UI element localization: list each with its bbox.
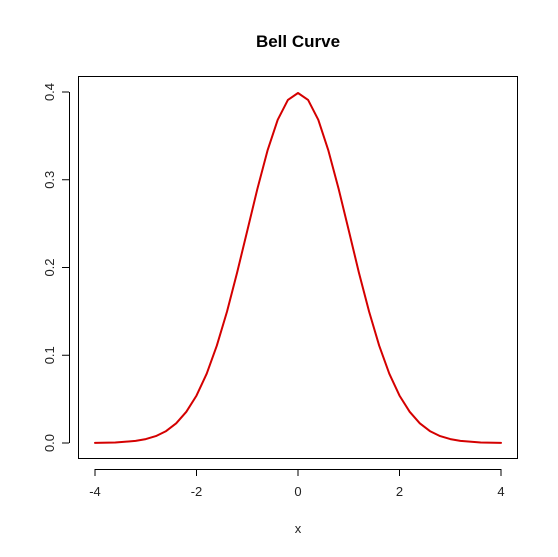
y-axis: 0.0 0.1 0.2 0.3 0.4 bbox=[42, 83, 70, 452]
x-tick-label: 0 bbox=[294, 484, 301, 499]
plot-box bbox=[78, 76, 518, 459]
y-tick-label: 0.3 bbox=[42, 171, 57, 189]
x-tick-label: 2 bbox=[396, 484, 403, 499]
chart-title: Bell Curve bbox=[256, 32, 340, 51]
y-tick-label: 0.2 bbox=[42, 258, 57, 276]
x-axis-label: x bbox=[295, 521, 302, 536]
bell-curve-line bbox=[94, 92, 502, 444]
y-tick-label: 0.0 bbox=[42, 434, 57, 452]
x-axis: -4 -2 0 2 4 bbox=[89, 469, 505, 499]
x-tick-label: -2 bbox=[191, 484, 203, 499]
series-layer bbox=[94, 92, 502, 444]
y-tick-label: 0.4 bbox=[42, 83, 57, 101]
x-tick-label: 4 bbox=[497, 484, 504, 499]
x-tick-label: -4 bbox=[89, 484, 101, 499]
y-tick-label: 0.1 bbox=[42, 346, 57, 364]
